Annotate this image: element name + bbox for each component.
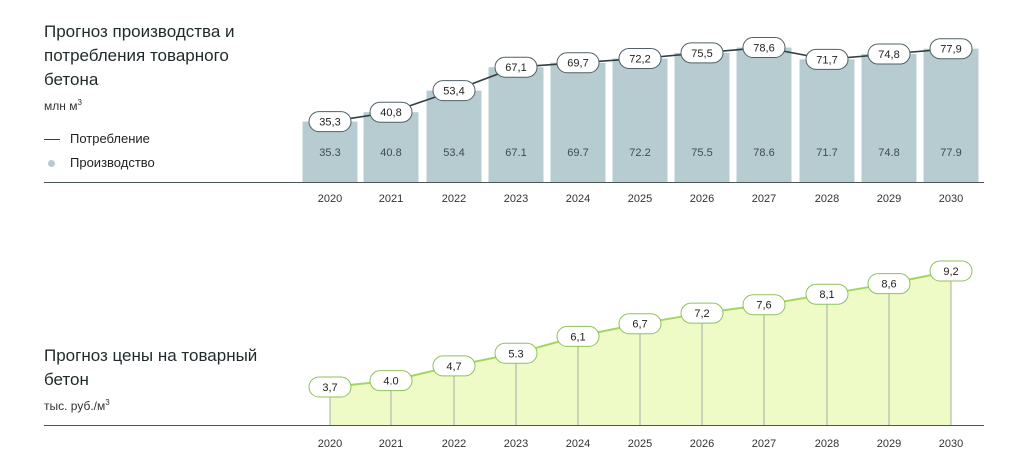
production-bar-2025	[612, 58, 668, 182]
price-area	[330, 271, 951, 425]
consumption-pill-2022	[432, 80, 476, 102]
price-tick-2027: 2027	[752, 438, 776, 450]
price-pill-2020	[308, 376, 352, 398]
production-bar-2026	[674, 52, 730, 183]
production-tick-2024: 2024	[566, 193, 590, 205]
price-value-2025: 6,7	[632, 319, 647, 331]
consumption-pill-2020	[308, 111, 352, 133]
price-value-2022: 4,7	[446, 361, 461, 373]
consumption-value-2030: 77,9	[940, 44, 961, 56]
consumption-value-2029: 74,8	[878, 49, 899, 61]
price-value-2026: 7,2	[694, 308, 709, 320]
price-pill-2026	[680, 302, 724, 324]
consumption-pill-2026	[680, 42, 724, 64]
consumption-pill-2021	[369, 101, 413, 123]
consumption-pill-2028	[805, 48, 849, 70]
production-value-2025: 72.2	[629, 147, 650, 159]
consumption-pill-2030	[929, 38, 973, 60]
production-chart-title: Прогноз производства и потребления товар…	[44, 22, 235, 89]
production-value-2030: 77.9	[940, 147, 961, 159]
production-bar-2030	[923, 48, 979, 182]
consumption-pill-2029	[867, 43, 911, 65]
legend-consumption: Потребление	[44, 131, 150, 147]
price-tick-2030: 2030	[939, 438, 963, 450]
price-pill-2027	[742, 294, 786, 316]
price-pill-2029	[867, 273, 911, 295]
consumption-value-2023: 67,1	[505, 62, 526, 74]
consumption-value-2024: 69,7	[567, 58, 588, 70]
production-tick-2030: 2030	[939, 193, 963, 205]
price-value-2023: 5.3	[508, 348, 523, 360]
consumption-pill-2025	[618, 47, 662, 69]
price-tick-2025: 2025	[628, 438, 652, 450]
production-tick-2028: 2028	[815, 193, 839, 205]
production-bar-2021	[363, 112, 419, 182]
legend-dot-marker	[48, 160, 55, 168]
legend-production: Производство	[44, 155, 155, 171]
price-unit-label: тыс. руб./м3	[44, 398, 110, 413]
production-value-2024: 69.7	[567, 147, 588, 159]
production-value-2028: 71.7	[816, 147, 837, 159]
production-value-2020: 35.3	[319, 147, 340, 159]
consumption-pill-2024	[556, 52, 600, 74]
price-tick-2024: 2024	[566, 438, 590, 450]
production-value-2026: 75.5	[691, 147, 712, 159]
price-pill-2030	[929, 260, 973, 282]
consumption-value-2028: 71,7	[816, 54, 837, 66]
legend-line-marker	[44, 139, 60, 141]
production-bar-2029	[861, 54, 917, 183]
price-value-2029: 8,6	[881, 279, 896, 291]
price-pill-2023	[494, 342, 538, 364]
price-tick-2023: 2023	[504, 438, 528, 450]
price-value-2030: 9,2	[943, 266, 958, 278]
production-value-2022: 53.4	[443, 147, 464, 159]
price-value-2021: 4.0	[383, 376, 398, 388]
price-tick-2028: 2028	[815, 438, 839, 450]
price-value-2020: 3,7	[322, 382, 337, 394]
production-bar-2024	[550, 62, 606, 182]
production-value-2029: 74.8	[878, 147, 899, 159]
consumption-value-2021: 40,8	[380, 107, 401, 119]
price-tick-2021: 2021	[379, 438, 403, 450]
production-tick-2026: 2026	[690, 193, 714, 205]
price-pill-2024	[556, 325, 600, 347]
consumption-value-2026: 75,5	[691, 48, 712, 60]
price-tick-2022: 2022	[442, 438, 466, 450]
consumption-pill-2023	[494, 56, 538, 78]
price-tick-2020: 2020	[318, 438, 342, 450]
consumption-value-2020: 35,3	[319, 117, 340, 129]
production-bar-2028	[799, 59, 855, 182]
production-tick-2027: 2027	[752, 193, 776, 205]
consumption-pill-2027	[742, 37, 786, 59]
production-value-2027: 78.6	[753, 147, 774, 159]
price-pill-2028	[805, 283, 849, 305]
price-value-2028: 8,1	[819, 289, 834, 301]
consumption-value-2027: 78,6	[753, 43, 774, 55]
production-tick-2029: 2029	[877, 193, 901, 205]
production-tick-2021: 2021	[379, 193, 403, 205]
production-tick-2020: 2020	[318, 193, 342, 205]
price-pill-2022	[432, 355, 476, 377]
price-value-2027: 7,6	[756, 300, 771, 312]
price-pill-2021	[369, 370, 413, 392]
production-bar-2022	[426, 90, 482, 182]
consumption-value-2025: 72,2	[629, 53, 650, 65]
production-bar-2027	[736, 47, 792, 183]
production-tick-2022: 2022	[442, 193, 466, 205]
price-value-2024: 6,1	[570, 331, 585, 343]
production-value-2021: 40.8	[380, 147, 401, 159]
production-bar-2023	[488, 67, 544, 182]
production-tick-2025: 2025	[628, 193, 652, 205]
price-pill-2025	[618, 313, 662, 335]
production-unit-label: млн м3	[44, 98, 82, 113]
price-tick-2026: 2026	[690, 438, 714, 450]
price-tick-2029: 2029	[877, 438, 901, 450]
production-value-2023: 67.1	[505, 147, 526, 159]
production-tick-2023: 2023	[504, 193, 528, 205]
consumption-value-2022: 53,4	[443, 86, 464, 98]
price-chart-title: Прогноз цены на товарный бетон	[44, 346, 258, 389]
